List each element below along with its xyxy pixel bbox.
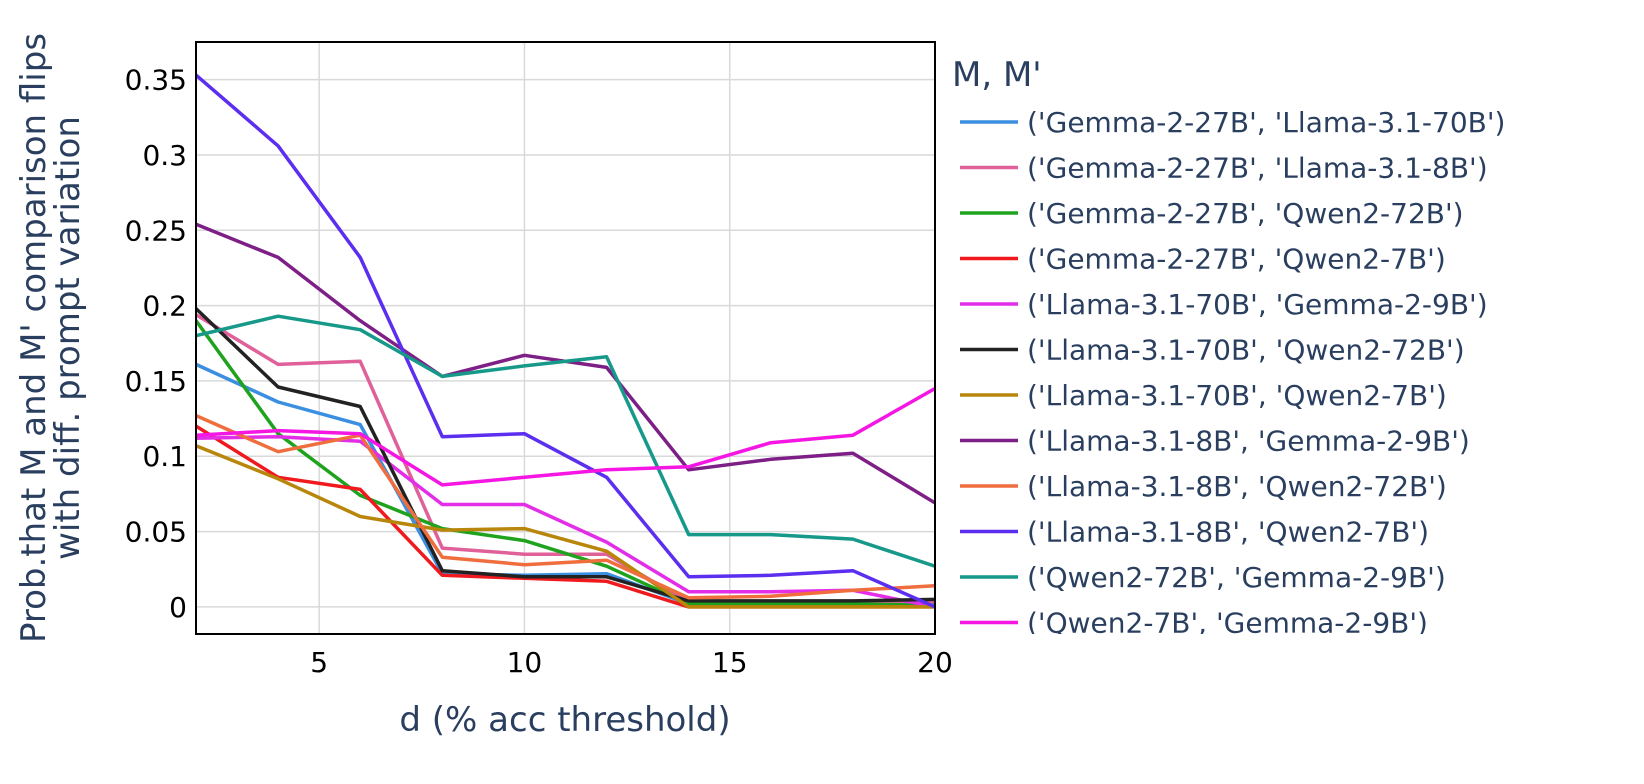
y-tick-label: 0.1 — [142, 440, 187, 473]
legend-item[interactable]: ('Llama-3.1-70B', 'Qwen2-72B') — [960, 334, 1465, 367]
series-line-5 — [196, 434, 935, 609]
legend-label: ('Llama-3.1-8B', 'Gemma-2-9B') — [1027, 425, 1470, 458]
y-axis-title-line-2: with diff. prompt variation — [48, 116, 88, 560]
grid-lines — [196, 42, 936, 634]
y-axis-ticks: 0 0.05 0.1 0.15 0.2 0.25 0.3 0.35 — [125, 64, 187, 624]
x-tick-label: 10 — [507, 646, 543, 679]
series-lines — [196, 73, 935, 609]
legend-label: ('Gemma-2-27B', 'Qwen2-7B') — [1027, 243, 1446, 276]
series-line-12 — [196, 386, 935, 487]
legend-item[interactable]: ('Gemma-2-27B', 'Qwen2-72B') — [960, 197, 1464, 230]
y-axis-title-line-1: Prob.that M and M' comparison flips — [14, 33, 54, 643]
x-axis-title: d (% acc threshold) — [399, 700, 730, 740]
legend-item[interactable]: ('Qwen2-7B', 'Gemma-2-9B') — [960, 607, 1428, 640]
y-tick-label: 0.25 — [125, 214, 187, 247]
x-tick-label: 15 — [712, 646, 748, 679]
series-line-9 — [196, 413, 935, 600]
legend-item[interactable]: ('Llama-3.1-8B', 'Gemma-2-9B') — [960, 425, 1470, 458]
legend-item[interactable]: ('Llama-3.1-8B', 'Qwen2-72B') — [960, 470, 1447, 503]
y-tick-label: 0.05 — [125, 516, 187, 549]
legend[interactable]: M, M' ('Gemma-2-27B', 'Llama-3.1-70B')('… — [952, 55, 1505, 640]
legend-title: M, M' — [952, 55, 1042, 95]
y-tick-label: 0.15 — [125, 365, 187, 398]
legend-item[interactable]: ('Qwen2-72B', 'Gemma-2-9B') — [960, 561, 1446, 594]
y-tick-label: 0 — [169, 591, 187, 624]
series-line-6 — [196, 306, 935, 603]
legend-label: ('Qwen2-7B', 'Gemma-2-9B') — [1027, 607, 1428, 640]
legend-label: ('Llama-3.1-8B', 'Qwen2-7B') — [1027, 516, 1429, 549]
x-axis-ticks: 5 10 15 20 — [310, 646, 953, 679]
legend-label: ('Llama-3.1-70B', 'Qwen2-72B') — [1027, 334, 1465, 367]
legend-item[interactable]: ('Gemma-2-27B', 'Qwen2-7B') — [960, 243, 1446, 276]
x-tick-label: 5 — [310, 646, 328, 679]
legend-item[interactable]: ('Gemma-2-27B', 'Llama-3.1-8B') — [960, 152, 1488, 185]
legend-item[interactable]: ('Llama-3.1-70B', 'Qwen2-7B') — [960, 379, 1447, 412]
legend-label: ('Gemma-2-27B', 'Llama-3.1-70B') — [1027, 106, 1505, 139]
series-line-1 — [196, 362, 935, 608]
legend-item[interactable]: ('Llama-3.1-70B', 'Gemma-2-9B') — [960, 288, 1488, 321]
y-tick-label: 0.35 — [125, 64, 187, 97]
legend-label: ('Llama-3.1-70B', 'Gemma-2-9B') — [1027, 288, 1488, 321]
plot-frame — [195, 41, 936, 635]
legend-item[interactable]: ('Llama-3.1-8B', 'Qwen2-7B') — [960, 516, 1429, 549]
legend-label: ('Llama-3.1-70B', 'Qwen2-7B') — [1027, 379, 1447, 412]
series-line-10 — [196, 73, 935, 609]
series-line-2 — [196, 312, 935, 605]
legend-label: ('Gemma-2-27B', 'Qwen2-72B') — [1027, 197, 1464, 230]
legend-label: ('Llama-3.1-8B', 'Qwen2-72B') — [1027, 470, 1447, 503]
x-tick-label: 20 — [917, 646, 953, 679]
series-line-7 — [196, 443, 935, 609]
y-axis-title: Prob.that M and M' comparison flips with… — [14, 33, 88, 643]
legend-label: ('Gemma-2-27B', 'Llama-3.1-8B') — [1027, 152, 1488, 185]
y-tick-label: 0.3 — [142, 139, 187, 172]
series-line-3 — [196, 318, 935, 608]
legend-items: ('Gemma-2-27B', 'Llama-3.1-70B') ('Gemma-… — [960, 106, 1505, 640]
legend-label: ('Qwen2-72B', 'Gemma-2-9B') — [1027, 561, 1446, 594]
series-line-11 — [196, 314, 935, 568]
y-tick-label: 0.2 — [142, 290, 187, 323]
legend-item[interactable]: ('Gemma-2-27B', 'Llama-3.1-70B') — [960, 106, 1505, 139]
